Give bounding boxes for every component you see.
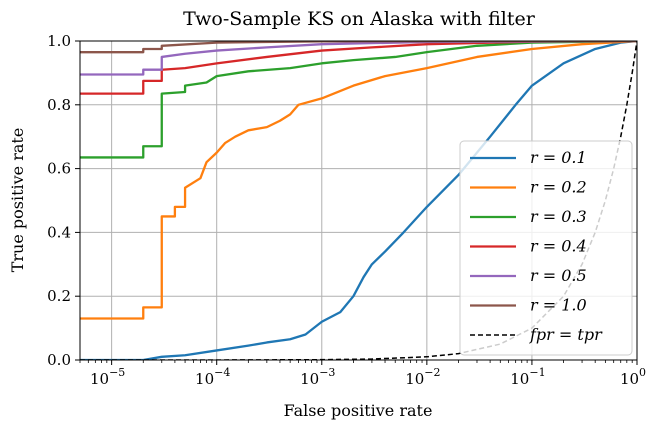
y-tick-label: 0.8 xyxy=(47,96,71,114)
series-line-0 xyxy=(80,41,637,360)
y-tick-label: 1.0 xyxy=(47,32,71,50)
x-tick-label: 10−4 xyxy=(195,366,230,388)
y-tick-label: 0.6 xyxy=(47,160,71,178)
series-line-4 xyxy=(80,41,637,76)
y-axis-ticks: 0.0 0.2 0.4 0.6 0.8 1.0 xyxy=(47,32,80,369)
plot-frame xyxy=(79,40,638,361)
y-tick-label: 0.0 xyxy=(47,351,71,369)
x-tick-label: 100 xyxy=(620,366,646,388)
legend: r = 0.1 r = 0.2 r = 0.3 r = 0.4 r = 0.5 r = 1… xyxy=(459,140,633,356)
x-tick-label: 10−2 xyxy=(405,366,440,388)
plot-series-group xyxy=(80,41,637,360)
legend-label-6: fpr = tpr xyxy=(529,325,603,344)
y-tick-label: 0.2 xyxy=(47,287,71,305)
series-line-5 xyxy=(80,41,637,54)
legend-label-4: r = 0.5 xyxy=(530,266,587,285)
y-tick-label: 0.4 xyxy=(47,223,71,241)
x-tick-label: 10−3 xyxy=(300,366,335,388)
legend-label-3: r = 0.4 xyxy=(530,237,587,256)
x-tick-label: 10−5 xyxy=(90,366,125,388)
legend-box xyxy=(459,140,633,356)
legend-label-0: r = 0.1 xyxy=(530,148,587,167)
legend-label-5: r = 1.0 xyxy=(530,296,587,315)
series-line-1 xyxy=(80,41,637,320)
series-line-3 xyxy=(80,41,637,95)
series-line-6 xyxy=(80,41,637,360)
legend-label-1: r = 0.2 xyxy=(530,178,587,197)
x-axis-ticks: 10−5 10−4 10−3 10−2 10−1 100 xyxy=(79,360,646,388)
series-line-2 xyxy=(80,41,637,159)
legend-label-2: r = 0.3 xyxy=(530,207,587,226)
y-axis-label: True positive rate xyxy=(8,128,27,273)
chart-title: Two-Sample KS on Alaska with filter xyxy=(183,8,536,30)
x-tick-label: 10−1 xyxy=(510,366,545,388)
x-axis-label: False positive rate xyxy=(284,401,433,420)
